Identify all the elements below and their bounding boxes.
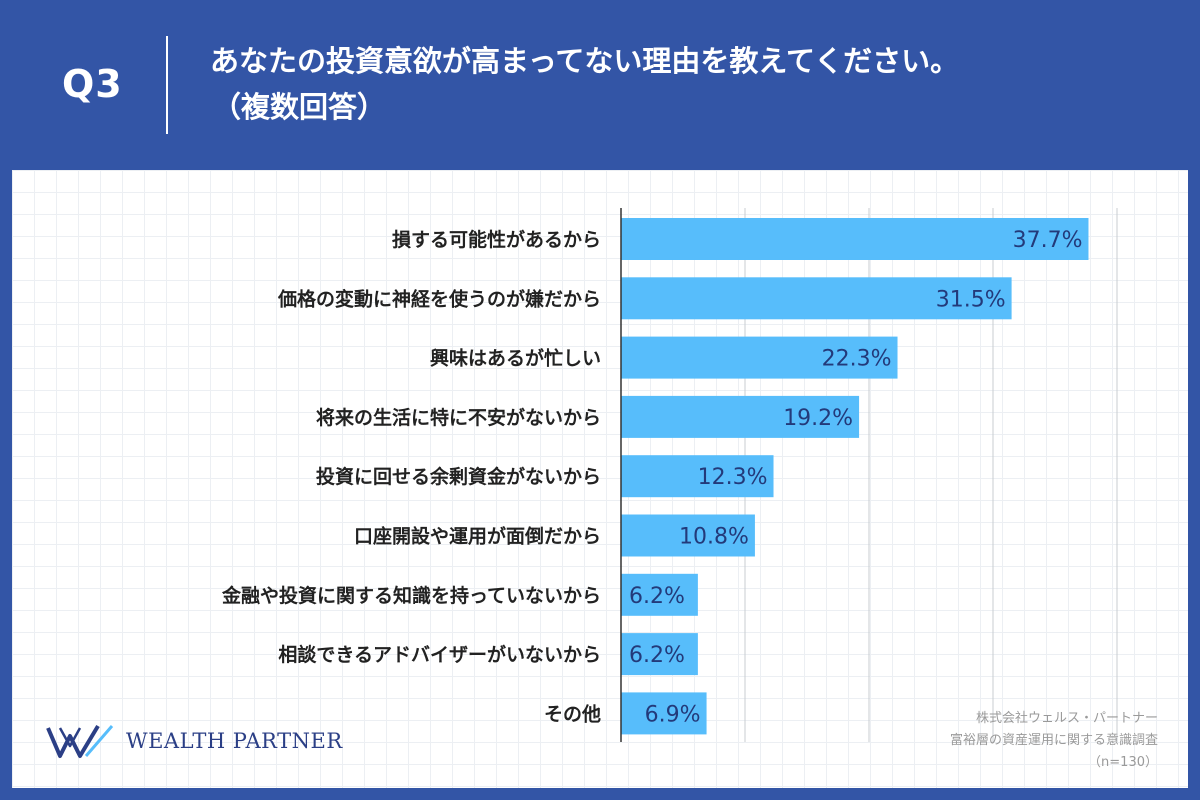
bar (621, 218, 1089, 260)
category-label: 相談できるアドバイザーがいないから (278, 643, 601, 666)
company-logo: WEALTH PARTNER (46, 722, 343, 760)
bar (621, 633, 698, 676)
source-note: 株式会社ウェルス・パートナー 富裕層の資産運用に関する意識調査 （n=130） (858, 708, 1158, 774)
source-company: 株式会社ウェルス・パートナー (975, 711, 1158, 726)
bar (621, 277, 1012, 320)
question-title: あなたの投資意欲が高まってない理由を教えてください。 （複数回答） (210, 38, 1170, 130)
bar (621, 336, 898, 379)
question-number: Q3 (62, 62, 123, 106)
bar (621, 514, 755, 557)
category-label: 価格の変動に神経を使うのが嫌だから (277, 287, 601, 310)
data-label: 10.8% (679, 525, 749, 550)
category-label: 金融や投資に関する知識を持っていないから (221, 584, 601, 607)
data-label: 19.2% (783, 406, 853, 431)
bar (621, 692, 707, 735)
category-label: 興味はあるが忙しい (430, 347, 601, 370)
data-label: 22.3% (822, 347, 892, 372)
question-header: Q3 あなたの投資意欲が高まってない理由を教えてください。 （複数回答） (0, 0, 1200, 170)
header-divider (166, 36, 168, 134)
question-title-text: あなたの投資意欲が高まってない理由を教えてください。 (210, 44, 960, 78)
data-label: 6.9% (645, 702, 701, 727)
data-label: 12.3% (698, 465, 768, 490)
logo-text: WEALTH PARTNER (126, 729, 343, 753)
category-label: 損する可能性があるから (392, 228, 601, 251)
data-label: 6.2% (629, 643, 685, 668)
category-label: 将来の生活に特に不安がないから (316, 406, 601, 429)
category-label: 口座開設や運用が面倒だから (354, 525, 601, 548)
data-label: 31.5% (936, 287, 1006, 312)
bar (621, 395, 860, 438)
source-sample: （n=130） (1088, 755, 1158, 770)
source-survey: 富裕層の資産運用に関する意識調査 (949, 733, 1158, 748)
bar (621, 573, 698, 616)
category-label: その他 (544, 702, 601, 725)
bar (621, 455, 774, 498)
wp-logo-icon (46, 724, 114, 758)
data-label: 6.2% (629, 584, 685, 609)
chart-panel (12, 170, 1188, 788)
question-subtitle: （複数回答） (212, 90, 387, 124)
category-label: 投資に回せる余剰資金がないから (316, 465, 601, 488)
data-label: 37.7% (1013, 228, 1083, 253)
